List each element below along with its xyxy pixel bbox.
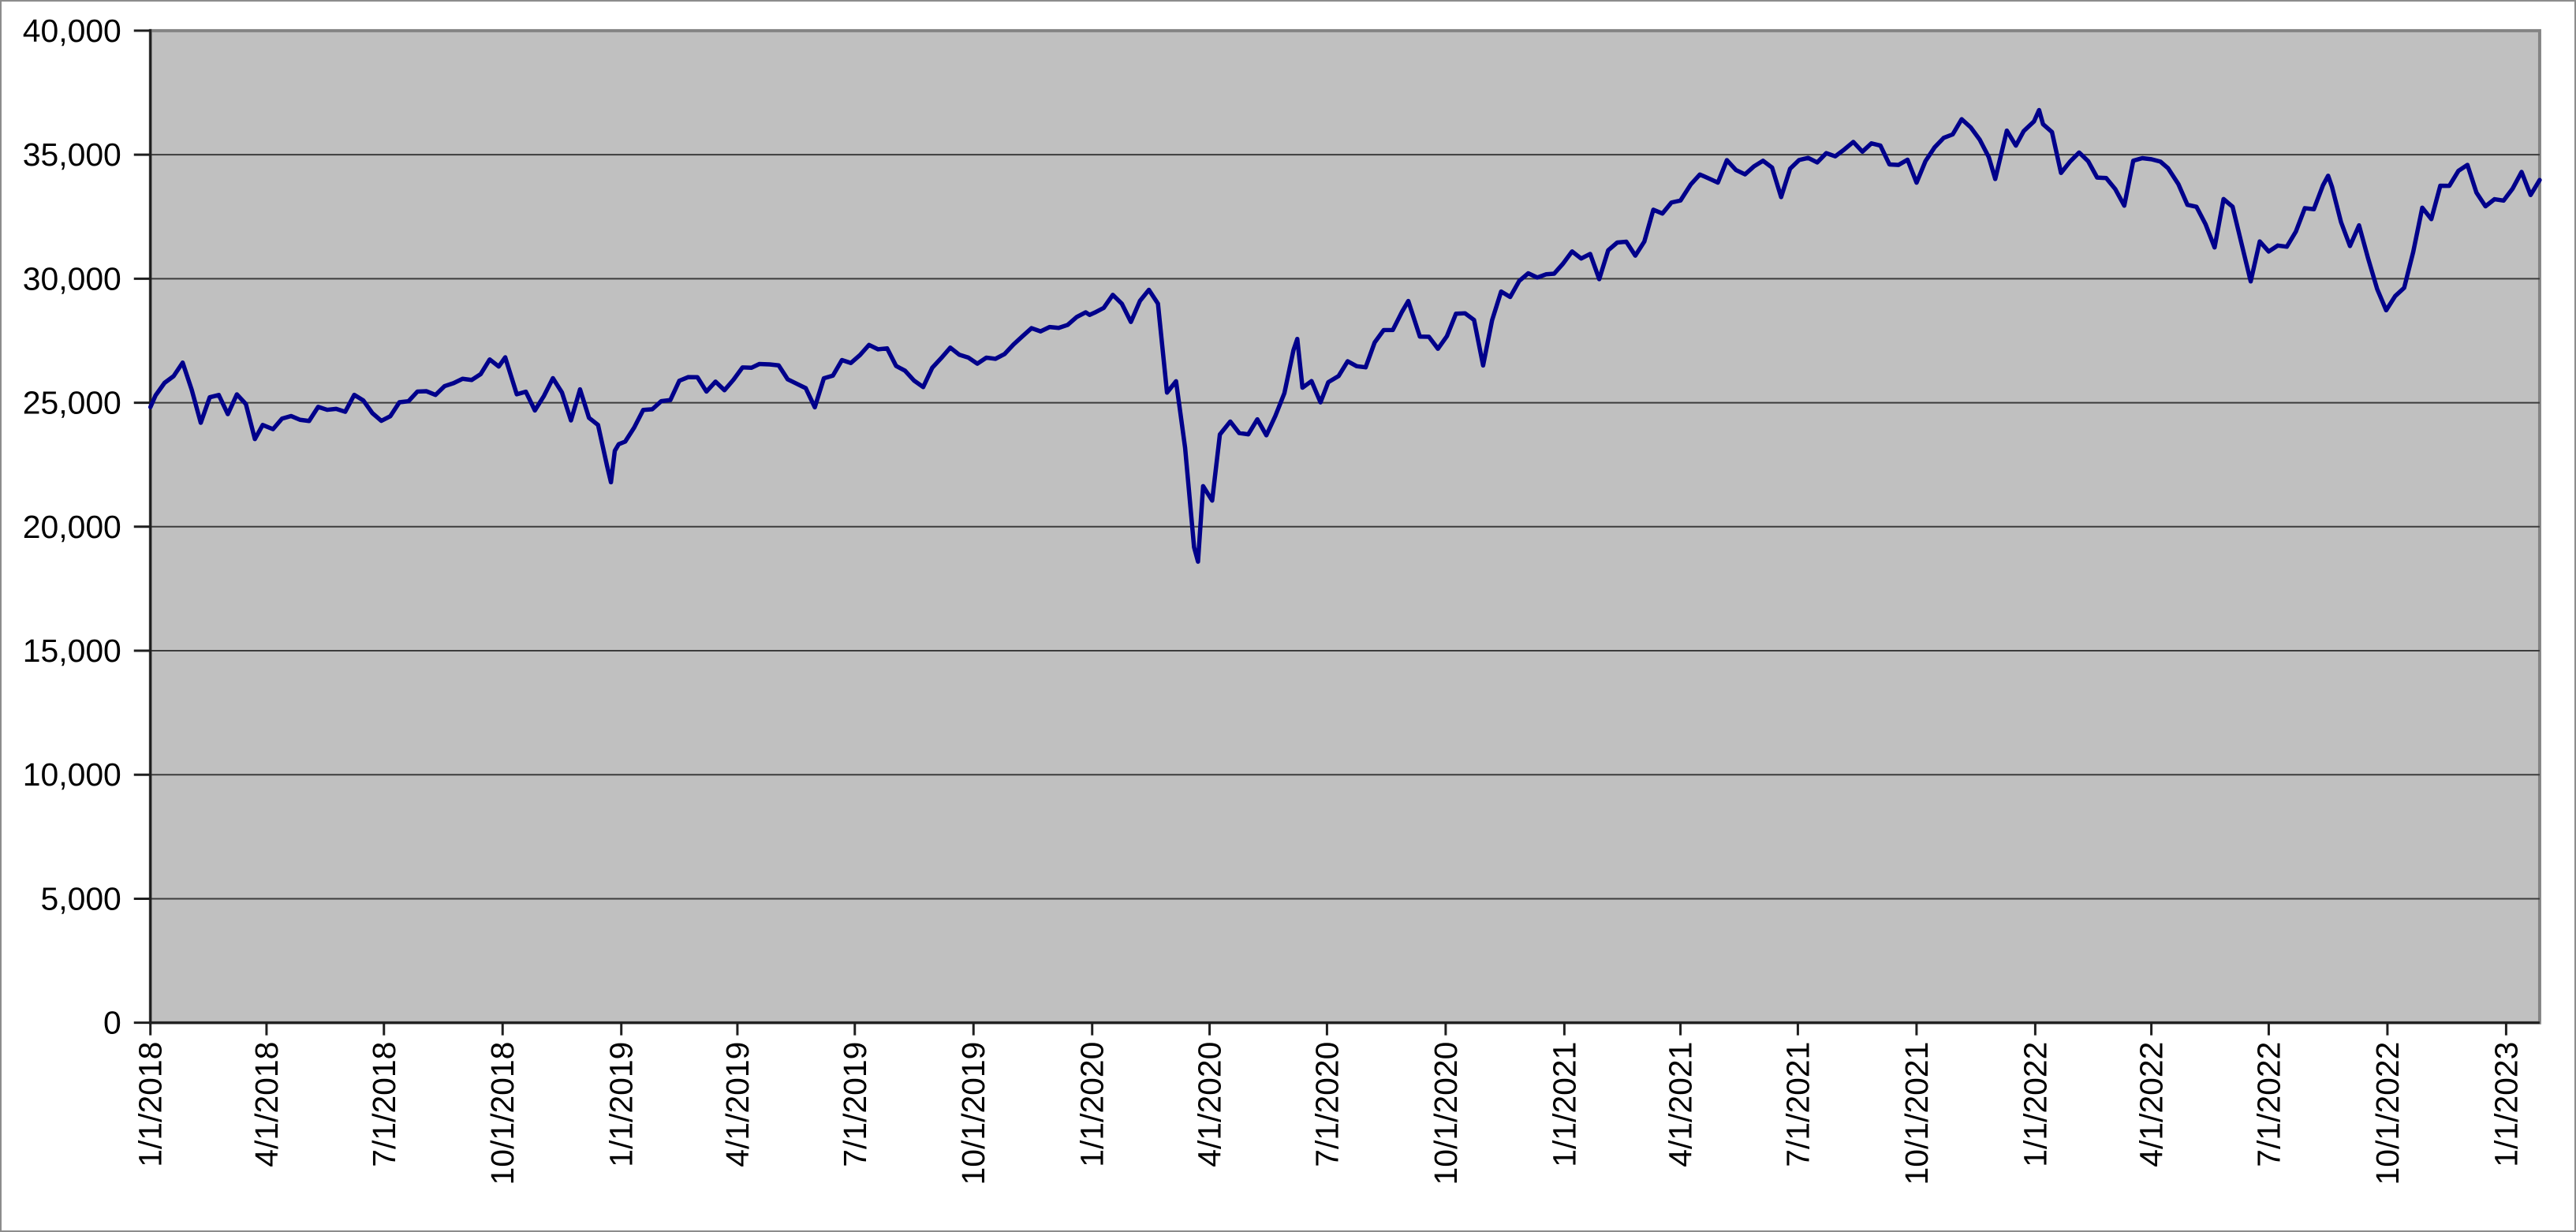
y-axis-label: 25,000 bbox=[23, 385, 121, 421]
y-axis-label: 10,000 bbox=[23, 756, 121, 793]
x-axis-label: 4/1/2020 bbox=[1192, 1042, 1228, 1167]
x-axis-label: 1/1/2020 bbox=[1074, 1042, 1111, 1167]
x-axis-label: 7/1/2019 bbox=[837, 1042, 873, 1167]
y-axis-label: 40,000 bbox=[23, 13, 121, 49]
x-axis-label: 1/1/2023 bbox=[2488, 1042, 2524, 1167]
x-axis-label: 10/1/2019 bbox=[955, 1042, 991, 1185]
x-axis-label: 1/1/2021 bbox=[1546, 1042, 1582, 1167]
y-axis-label: 15,000 bbox=[23, 633, 121, 669]
x-axis-label: 7/1/2022 bbox=[2250, 1042, 2287, 1167]
y-axis-label: 30,000 bbox=[23, 260, 121, 297]
y-axis-label: 0 bbox=[103, 1005, 121, 1041]
y-axis-label: 20,000 bbox=[23, 509, 121, 545]
x-axis-label: 10/1/2020 bbox=[1428, 1042, 1464, 1185]
x-axis-label: 1/1/2019 bbox=[603, 1042, 640, 1167]
x-axis-label: 1/1/2022 bbox=[2017, 1042, 2053, 1167]
x-axis-label: 7/1/2020 bbox=[1309, 1042, 1345, 1167]
x-axis-label: 4/1/2021 bbox=[1663, 1042, 1699, 1167]
x-axis-label: 4/1/2019 bbox=[719, 1042, 756, 1167]
series-line bbox=[147, 107, 2542, 564]
x-axis-label: 1/1/2018 bbox=[133, 1042, 169, 1167]
x-axis-label: 10/1/2018 bbox=[484, 1042, 521, 1185]
x-axis-label: 10/1/2021 bbox=[1898, 1042, 1935, 1185]
x-axis-label: 10/1/2022 bbox=[2369, 1042, 2406, 1185]
x-axis-label: 7/1/2018 bbox=[366, 1042, 402, 1167]
y-axis-label: 35,000 bbox=[23, 136, 121, 173]
x-axis-label: 4/1/2018 bbox=[248, 1042, 285, 1167]
x-axis-label: 7/1/2021 bbox=[1779, 1042, 1816, 1167]
x-axis-label: 4/1/2022 bbox=[2134, 1042, 2170, 1167]
y-axis-label: 5,000 bbox=[41, 880, 121, 917]
